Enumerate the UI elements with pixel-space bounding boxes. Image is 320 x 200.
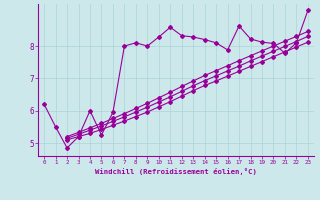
X-axis label: Windchill (Refroidissement éolien,°C): Windchill (Refroidissement éolien,°C) — [95, 168, 257, 175]
